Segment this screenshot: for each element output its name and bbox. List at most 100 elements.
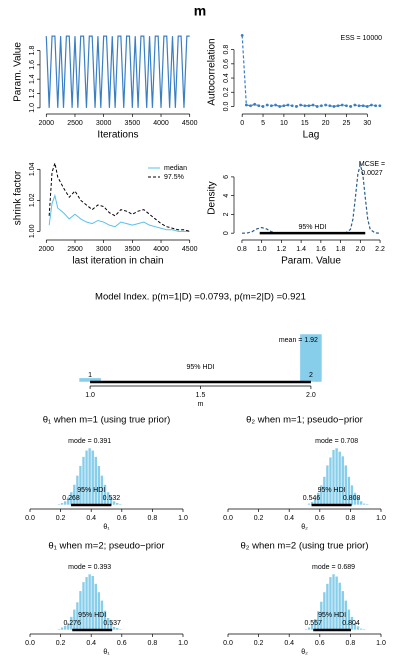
data-point [249, 104, 252, 108]
bar [121, 629, 126, 631]
y-tick-label: 0 [223, 231, 230, 235]
data-point [340, 103, 344, 107]
bar [365, 503, 370, 506]
data-point [311, 103, 315, 107]
hdi-label: 95% HDI [186, 364, 214, 371]
data-point [257, 104, 261, 108]
data-point [349, 105, 353, 108]
x-tick-label: 0.8 [148, 640, 158, 647]
panel-title: θ₂ when m=2 (using true prior) [240, 541, 368, 552]
x-tick-label: 0.4 [86, 515, 96, 522]
x-tick-label: 1.6 [316, 246, 326, 253]
hdi-high-label: 0.804 [342, 620, 360, 627]
data-point [244, 103, 248, 107]
y-tick-label: 1.00 [29, 224, 36, 238]
x-tick-label: 0.6 [315, 640, 325, 647]
data-point [357, 104, 361, 108]
bar [87, 573, 92, 631]
bar [90, 575, 95, 631]
bar [328, 456, 333, 506]
bar [97, 465, 101, 506]
x-tick-label: 4000 [153, 120, 169, 127]
data-point [336, 104, 340, 108]
annotation: mode = 0.391 [68, 438, 111, 445]
hdi-low-label: 0.268 [62, 495, 80, 502]
bar [118, 628, 123, 631]
panel-title: θ₁ when m=2; pseudo−prior [48, 541, 164, 552]
x-axis-label: Lag [303, 130, 320, 141]
data-point [374, 104, 378, 108]
figure-title: m [194, 3, 206, 19]
x-tick-label: 1.0 [376, 515, 386, 522]
x-tick-label: 1.0 [257, 246, 267, 253]
hdi-label: 95% HDI [318, 612, 346, 619]
bar [81, 581, 86, 631]
y-tick-label: 0.0 [223, 101, 230, 111]
annotation: mode = 0.708 [315, 438, 358, 445]
x-tick-label: 0.2 [254, 515, 264, 522]
data-line [48, 193, 190, 232]
x-tick-label: 2500 [67, 120, 83, 127]
y-tick-label: 2 [223, 212, 230, 216]
x-tick-label: 4500 [182, 246, 198, 253]
data-point [269, 104, 273, 108]
hdi-low-label: 0.557 [304, 620, 322, 627]
bar [337, 451, 342, 506]
bar [60, 626, 64, 631]
y-axis-label: Autocorrelation [207, 38, 218, 105]
x-tick-label: 2.0 [306, 392, 316, 399]
bar [328, 576, 333, 631]
annotation: mode = 0.689 [312, 564, 355, 571]
bar [121, 504, 126, 506]
annotation: ESS = 10000 [341, 35, 383, 42]
bar [87, 447, 92, 506]
x-tick-label: 5 [261, 120, 265, 127]
data-point [290, 104, 294, 108]
y-axis-label: Param. Value [13, 42, 24, 102]
annotation: MCSE = [359, 161, 385, 168]
x-tick-label: 0.0 [223, 640, 233, 647]
x-tick-label: 0.2 [254, 640, 264, 647]
x-tick-label: 0.2 [56, 640, 66, 647]
x-tick-label: 0.8 [346, 515, 356, 522]
x-tick-label: 3500 [125, 246, 141, 253]
x-tick-label: 0.4 [86, 640, 96, 647]
bar [325, 583, 330, 631]
bar [304, 628, 308, 631]
hdi-low-label: 0.546 [303, 495, 321, 502]
x-tick-label: 15 [301, 120, 309, 127]
x-tick-label: 2.2 [375, 246, 385, 253]
bar [362, 502, 367, 506]
y-tick-label: 1.0 [29, 103, 36, 113]
bar [60, 502, 64, 506]
data-point [295, 105, 298, 108]
x-tick-label: 0.8 [148, 515, 158, 522]
x-tick-label: 0.2 [56, 515, 66, 522]
hdi-low-label: 0.276 [63, 620, 81, 627]
annotation: mode = 0.393 [68, 564, 111, 571]
y-tick-label: 4 [223, 194, 230, 198]
data-point [365, 105, 369, 108]
y-tick-label: 1.2 [29, 89, 36, 99]
data-point [324, 103, 327, 107]
x-tick-label: 2500 [67, 246, 83, 253]
x-tick-label: 1.8 [336, 246, 346, 253]
x-tick-label: 4500 [182, 120, 198, 127]
bar [301, 629, 305, 631]
x-tick-label: 20 [322, 120, 330, 127]
bar [84, 576, 89, 631]
x-tick-label: 2000 [39, 120, 55, 127]
bar [337, 582, 342, 631]
data-point [261, 105, 265, 108]
bar [334, 447, 339, 506]
bar [304, 504, 308, 506]
x-tick-label: 3500 [125, 120, 141, 127]
bar [334, 575, 339, 631]
data-point [265, 103, 269, 107]
data-point [286, 103, 290, 107]
data-point [299, 103, 302, 107]
annotation: 0.0027 [361, 170, 383, 177]
x-tick-label: 4000 [153, 246, 169, 253]
x-tick-label: 25 [343, 120, 351, 127]
bar [368, 504, 373, 506]
